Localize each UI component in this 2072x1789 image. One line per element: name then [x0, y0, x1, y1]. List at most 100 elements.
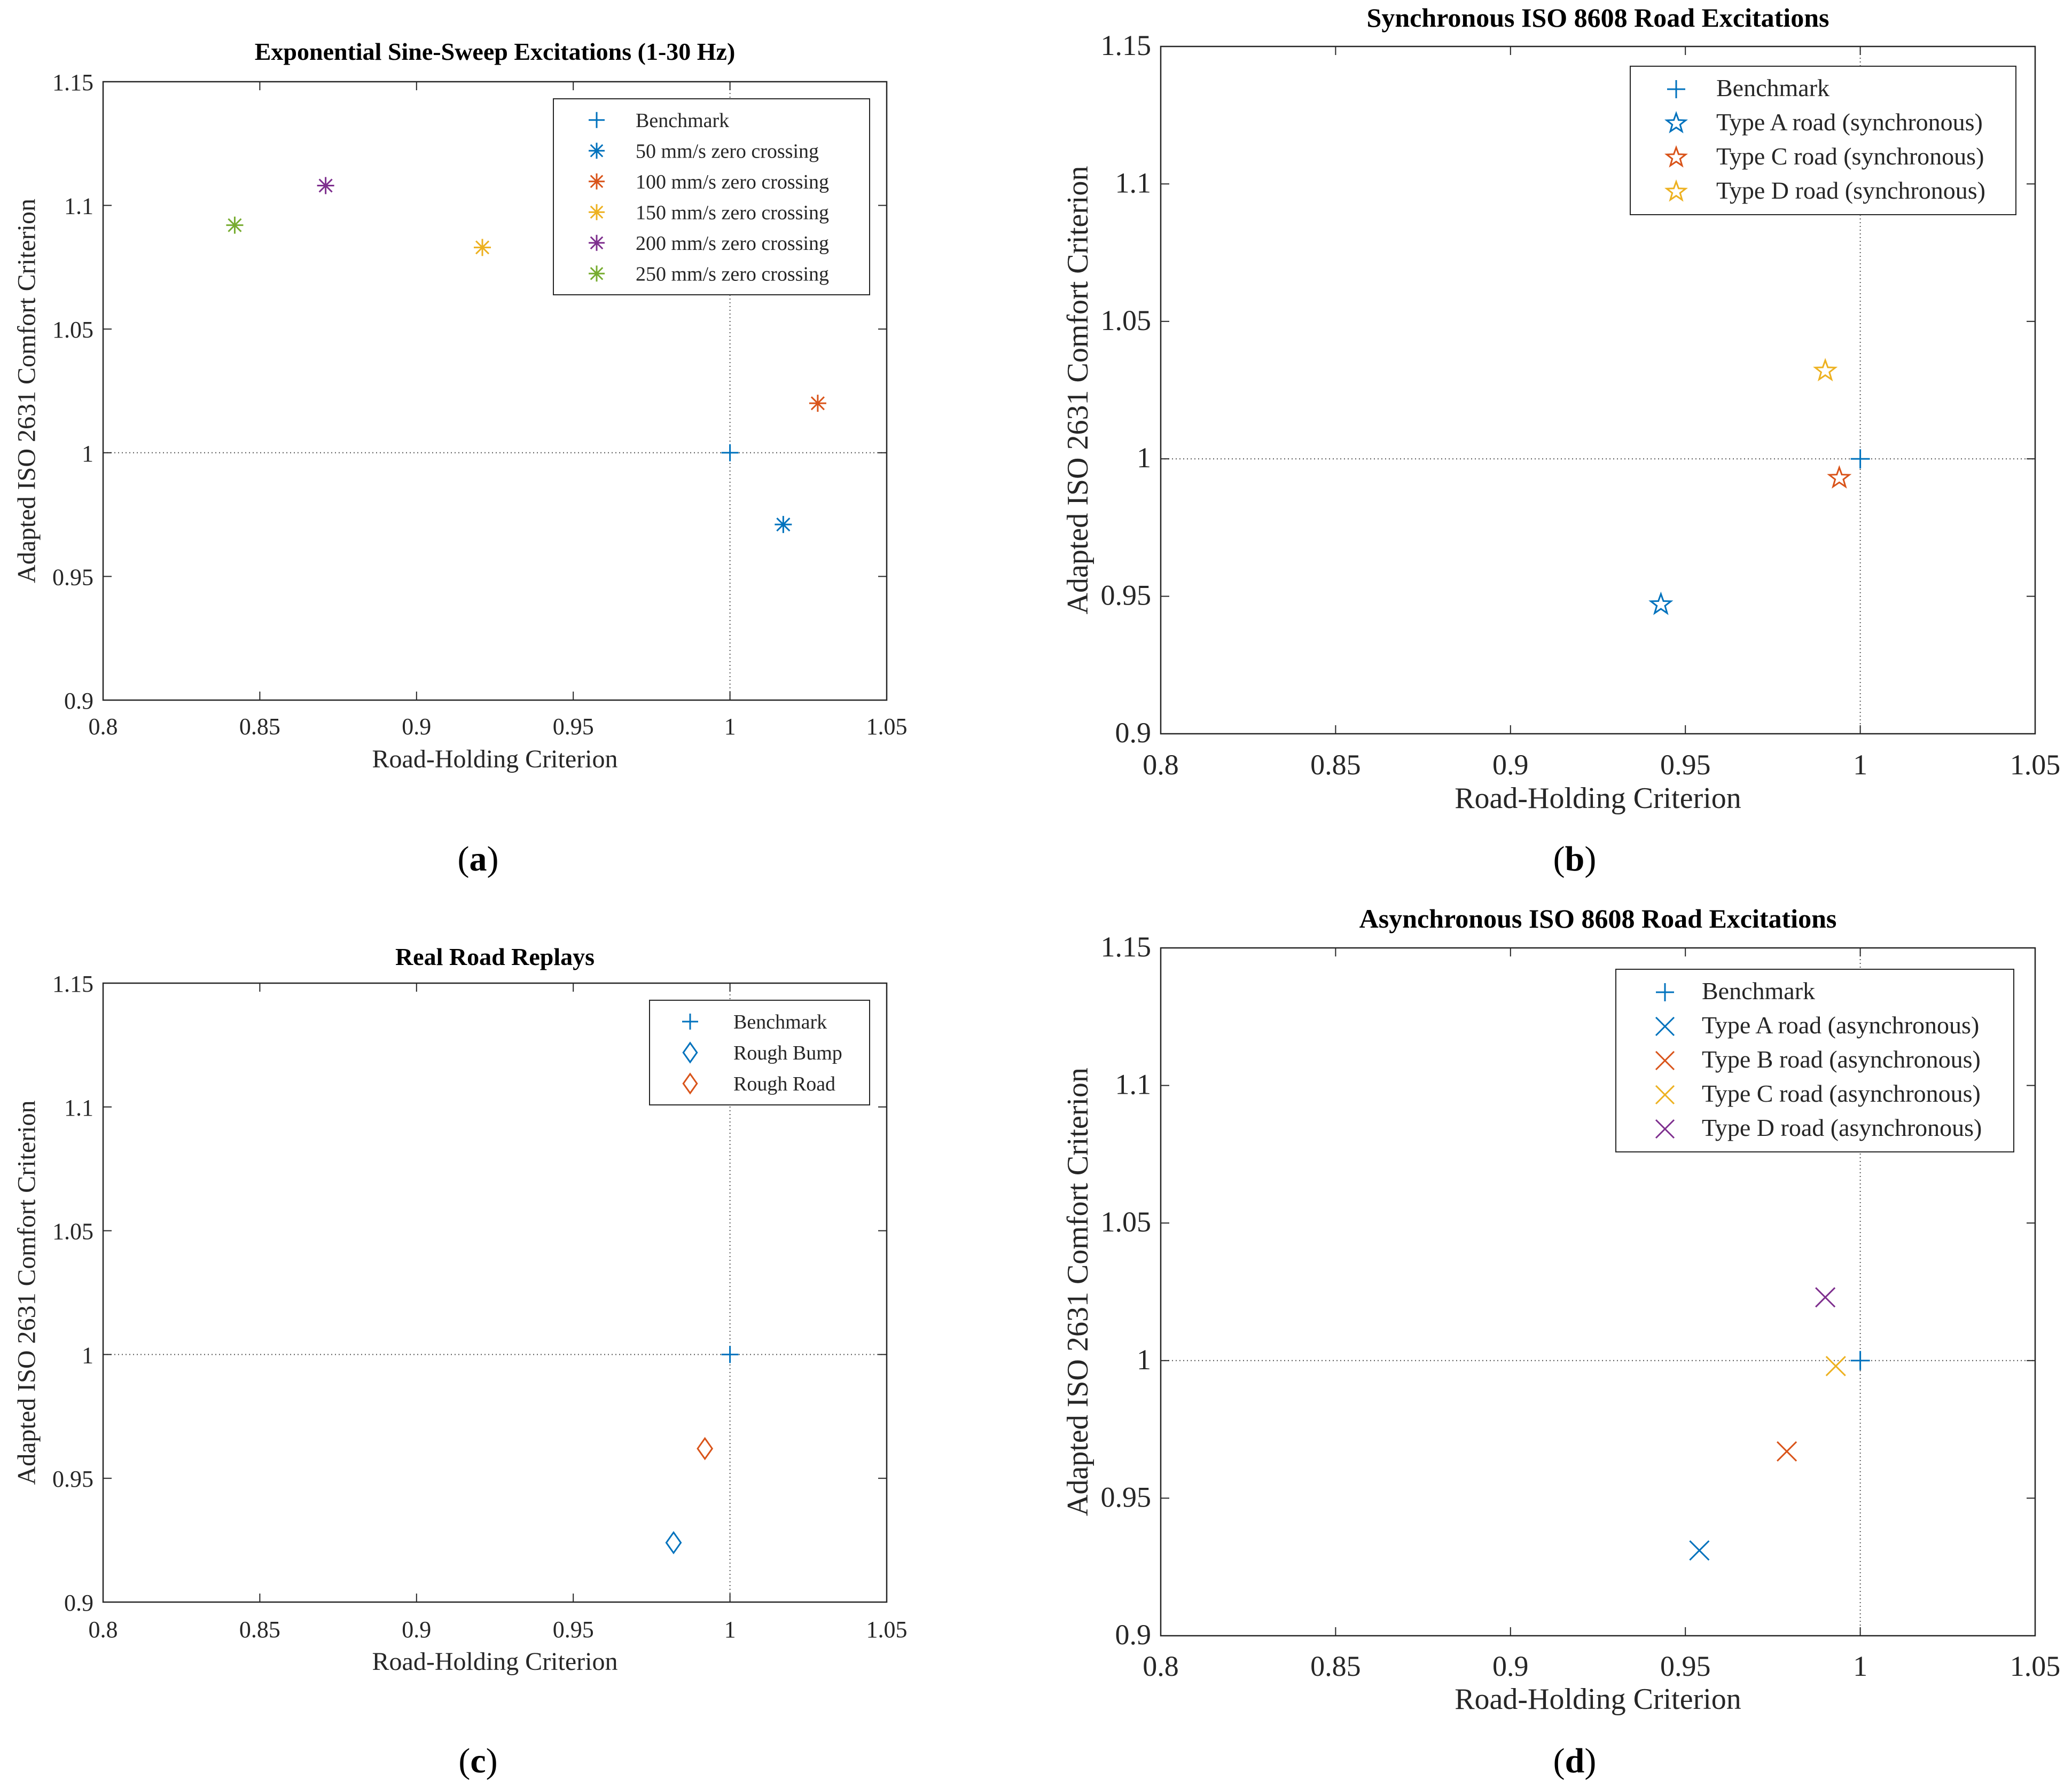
legend-entry-label: Type C road (asynchronous)	[1702, 1080, 1981, 1107]
y-tick-label: 1	[82, 441, 93, 467]
data-point-cross	[1777, 1441, 1797, 1462]
x-axis-label: Road-Holding Criterion	[372, 745, 618, 773]
data-point-cross	[1815, 1287, 1836, 1308]
legend-entry-label: Rough Road	[733, 1073, 835, 1095]
x-tick-label: 0.8	[1143, 1650, 1179, 1682]
legend-marker-cross	[1655, 1050, 1675, 1071]
legend-entry-label: Type C road (synchronous)	[1716, 143, 1984, 170]
x-tick-label: 0.8	[1143, 749, 1179, 781]
caption-paren-open: (	[1553, 1741, 1565, 1780]
legend-entry-label: Type D road (synchronous)	[1716, 177, 1985, 204]
y-tick-label: 1.05	[1101, 304, 1152, 336]
caption-paren-open: (	[458, 1741, 470, 1780]
chart-title: Synchronous ISO 8608 Road Excitations	[1367, 3, 1829, 33]
legend-marker-diamond	[682, 1072, 698, 1095]
legend-entry-label: 100 mm/s zero crossing	[636, 171, 829, 193]
legend-marker-cross	[1655, 1085, 1675, 1105]
legend-entry-label: Type B road (asynchronous)	[1702, 1046, 1981, 1073]
legend-marker-asterisk	[589, 234, 605, 251]
y-tick-label: 0.9	[64, 1590, 93, 1616]
data-point-asterisk	[317, 177, 334, 194]
data-point-plus	[721, 444, 739, 461]
legend-entry-label: Type A road (asynchronous)	[1702, 1011, 1979, 1039]
legend-marker-plus	[682, 1014, 698, 1030]
x-tick-label: 0.9	[402, 1617, 431, 1643]
x-tick-label: 1.05	[2010, 1650, 2061, 1682]
x-tick-label: 0.9	[1492, 749, 1529, 781]
x-tick-label: 0.85	[239, 1617, 280, 1643]
y-axis-label: Adapted ISO 2631 Comfort Criterion	[13, 1101, 41, 1485]
caption-letter: d	[1565, 1741, 1585, 1780]
caption-letter: c	[470, 1741, 486, 1780]
legend-entry-label: Benchmark	[1702, 977, 1815, 1005]
legend-entry-label: Benchmark	[1716, 74, 1829, 101]
legend-entry-label: 150 mm/s zero crossing	[636, 201, 829, 224]
legend-marker-asterisk	[589, 265, 605, 282]
data-point-plus	[1850, 449, 1870, 469]
x-tick-label: 0.95	[1660, 749, 1711, 781]
chart-title: Real Road Replays	[395, 943, 595, 970]
x-tick-label: 0.95	[553, 1617, 594, 1643]
caption-paren-close: )	[1584, 1741, 1596, 1780]
panel-caption: (c)	[458, 1741, 497, 1780]
legend-entry-label: Benchmark	[733, 1011, 827, 1033]
panel-caption: (b)	[1553, 839, 1597, 878]
x-tick-label: 0.9	[1492, 1650, 1529, 1682]
plot-area-frame	[102, 982, 888, 1603]
legend-marker-asterisk	[589, 173, 605, 190]
panel-caption: (d)	[1553, 1741, 1597, 1780]
data-point-diamond	[697, 1437, 714, 1461]
caption-letter: a	[470, 839, 487, 878]
data-point-star	[1648, 591, 1674, 615]
x-tick-label: 1	[724, 1617, 736, 1643]
legend-marker-plus	[589, 112, 605, 128]
y-tick-label: 1	[82, 1342, 93, 1368]
y-tick-label: 1.05	[52, 317, 93, 343]
x-axis-label: Road-Holding Criterion	[1455, 1683, 1741, 1716]
caption-paren-close: )	[1584, 839, 1596, 878]
caption-paren-open: (	[458, 839, 470, 878]
chart-panel-b: 0.8 0.85 0.9 0.95 1 1.05 0.9 0.95 1 1.05 1.1 1.15 Sy…	[1061, 3, 2060, 815]
data-point-asterisk	[809, 395, 826, 412]
data-point-cross	[1825, 1356, 1846, 1377]
legend-entry-label: 250 mm/s zero crossing	[636, 263, 829, 285]
legend-entry-label: Type A road (synchronous)	[1716, 108, 1983, 136]
chart-panel-a: 0.8 0.85 0.9 0.95 1 1.05 0.9 0.95 1 1.05 1.1 1.15 Ex…	[13, 38, 908, 773]
y-axis-label: Adapted ISO 2631 Comfort Criterion	[13, 199, 41, 583]
legend-marker-star	[1664, 111, 1688, 134]
x-tick-label: 1.05	[2010, 749, 2061, 781]
y-tick-label: 1	[1137, 442, 1151, 474]
y-tick-label: 0.95	[52, 564, 93, 590]
y-tick-label: 0.95	[1101, 579, 1152, 611]
x-tick-label: 0.85	[1310, 749, 1361, 781]
caption-paren-close: )	[487, 839, 499, 878]
legend-marker-cross	[1655, 1119, 1675, 1139]
x-axis-label: Road-Holding Criterion	[1455, 782, 1741, 815]
legend-entry-label: Benchmark	[636, 109, 729, 132]
legend-marker-star	[1664, 145, 1688, 168]
y-tick-label: 1.15	[52, 69, 93, 96]
x-axis-label: Road-Holding Criterion	[372, 1647, 618, 1676]
data-point-star	[1827, 465, 1852, 489]
legend-marker-star	[1664, 179, 1688, 202]
x-tick-label: 0.85	[1310, 1650, 1361, 1682]
plot-area-frame	[1160, 45, 2036, 735]
legend-entry-label: 50 mm/s zero crossing	[636, 140, 819, 162]
legend-marker-diamond	[682, 1041, 698, 1064]
panel-caption: (a)	[458, 839, 499, 878]
legend-entry-label: Rough Bump	[733, 1042, 842, 1064]
x-tick-label: 1	[724, 713, 736, 740]
x-tick-label: 0.85	[239, 713, 280, 740]
caption-paren-open: (	[1553, 839, 1565, 878]
y-tick-label: 1.1	[1115, 167, 1152, 199]
y-tick-label: 1.15	[1101, 29, 1152, 61]
data-point-asterisk	[775, 516, 792, 533]
y-tick-label: 1.15	[1101, 931, 1152, 963]
x-tick-label: 0.8	[89, 713, 118, 740]
data-point-cross	[1689, 1540, 1710, 1561]
y-tick-label: 1.1	[64, 1095, 93, 1121]
y-tick-label: 1.15	[52, 971, 93, 997]
data-point-plus	[1850, 1351, 1870, 1370]
legend-entry-label: 200 mm/s zero crossing	[636, 232, 829, 255]
